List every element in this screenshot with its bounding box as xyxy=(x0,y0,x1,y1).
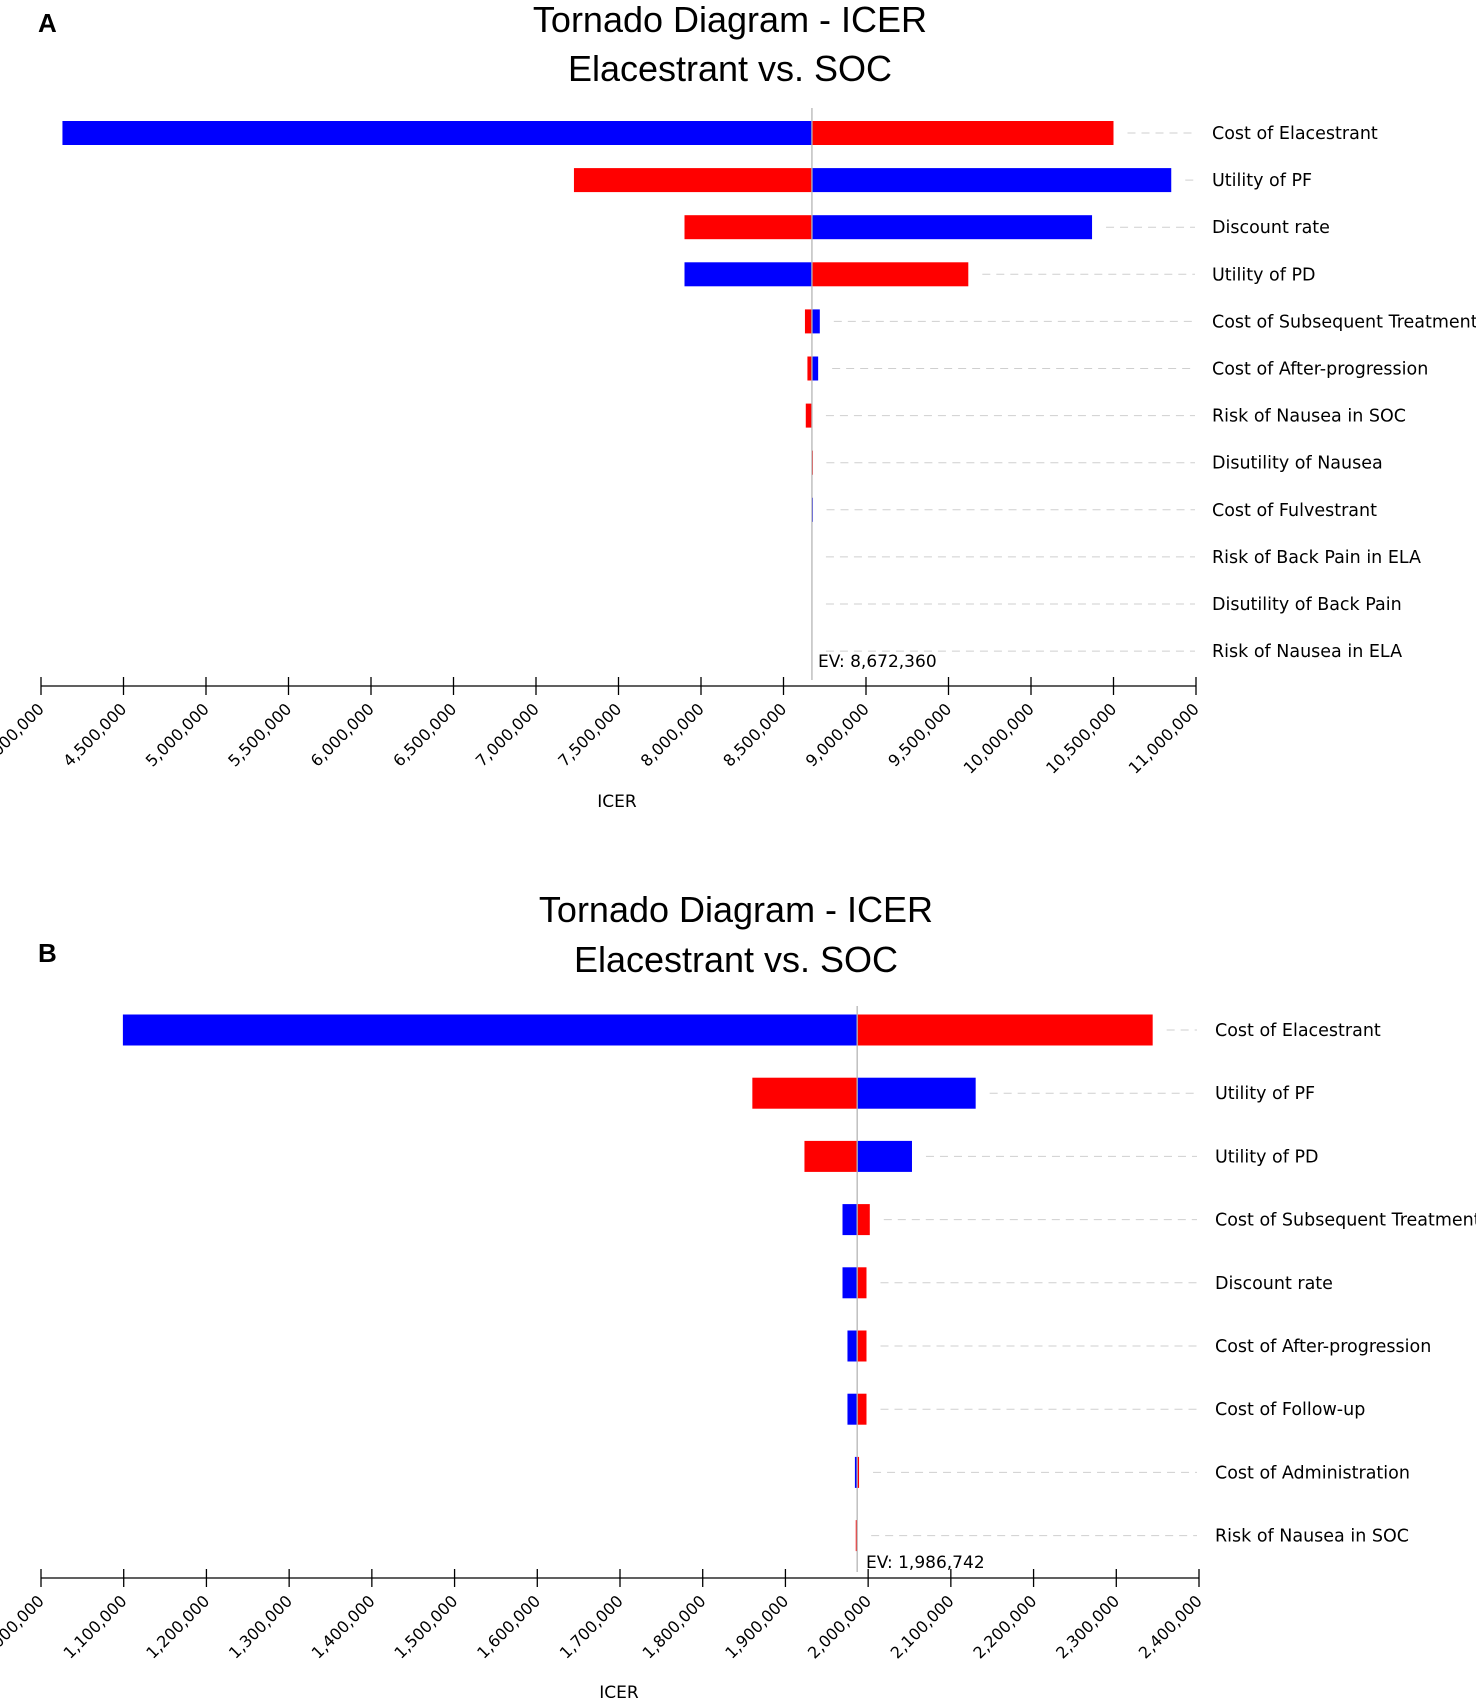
x-tick-label: 10,000,000 xyxy=(960,699,1038,777)
category-label: Cost of Subsequent Treatment xyxy=(1215,1211,1476,1231)
category-label: Cost of Elacestrant xyxy=(1212,124,1378,144)
x-tick-label: 1,800,000 xyxy=(639,1591,710,1662)
x-tick-label: 1,300,000 xyxy=(225,1591,296,1662)
category-label: Cost of After-progression xyxy=(1212,360,1428,380)
x-tick-label: 1,500,000 xyxy=(390,1591,461,1662)
bar-low-segment xyxy=(847,1393,858,1425)
category-label: Risk of Back Pain in ELA xyxy=(1212,548,1421,568)
bar-low-segment xyxy=(805,403,812,428)
bar-low-segment xyxy=(573,168,812,193)
bar-high-segment xyxy=(811,262,969,287)
category-label: Risk of Nausea in SOC xyxy=(1212,407,1406,427)
x-tick-label: 6,000,000 xyxy=(307,699,378,770)
x-tick-label: 7,000,000 xyxy=(472,699,543,770)
category-label: Disutility of Back Pain xyxy=(1212,595,1402,615)
x-tick-label: 2,300,000 xyxy=(1052,1591,1123,1662)
bar-low-segment xyxy=(807,356,812,381)
category-label: Cost of Fulvestrant xyxy=(1212,501,1377,521)
panel-b-title-line1: Tornado Diagram - ICER xyxy=(539,889,933,930)
category-label: Utility of PD xyxy=(1215,1147,1319,1167)
x-tick-label: 1,700,000 xyxy=(556,1591,627,1662)
panel-a-title-line2: Elacestrant vs. SOC xyxy=(568,48,892,89)
category-label: Cost of Administration xyxy=(1215,1463,1410,1483)
bar-low-segment xyxy=(842,1267,858,1299)
bar-high-segment xyxy=(811,121,1114,145)
bar-high-segment xyxy=(857,1077,976,1109)
x-tick-label: 2,000,000 xyxy=(804,1591,875,1662)
category-label: Risk of Nausea in SOC xyxy=(1215,1527,1409,1547)
x-tick-label: 1,200,000 xyxy=(142,1591,213,1662)
bar-high-segment xyxy=(857,1204,870,1236)
x-tick-label: 4,000,000 xyxy=(0,699,48,770)
x-tick-label: 6,500,000 xyxy=(389,699,460,770)
panel-a-letter: A xyxy=(38,8,57,38)
bar-low-segment xyxy=(62,121,812,145)
bar-high-segment xyxy=(811,309,820,334)
panel-a-x-axis-title: ICER xyxy=(597,792,637,812)
x-tick-label: 7,500,000 xyxy=(554,699,625,770)
x-tick-label: 9,500,000 xyxy=(884,699,955,770)
bar-low-segment xyxy=(804,1140,858,1172)
bar-high-segment xyxy=(857,1140,912,1172)
x-tick-label: 2,200,000 xyxy=(969,1591,1040,1662)
x-tick-label: 4,500,000 xyxy=(59,699,130,770)
bar-high-segment xyxy=(811,215,1093,240)
x-tick-label: 1,600,000 xyxy=(473,1591,544,1662)
category-label: Disutility of Nausea xyxy=(1212,454,1383,474)
panel-b-plot: Cost of Elacestrant Utility of PF Utility … xyxy=(0,1006,1476,1662)
category-label: Utility of PD xyxy=(1212,265,1316,285)
category-label: Utility of PF xyxy=(1215,1084,1315,1104)
bar-high-segment xyxy=(857,1393,867,1425)
category-label: Cost of Subsequent Treatment xyxy=(1212,312,1476,332)
category-label: Cost of Follow-up xyxy=(1215,1400,1365,1420)
category-label: Risk of Nausea in ELA xyxy=(1212,642,1402,662)
category-label: Cost of After-progression xyxy=(1215,1337,1431,1357)
x-tick-label: 11,000,000 xyxy=(1125,699,1203,777)
category-label: Discount rate xyxy=(1212,218,1330,238)
x-tick-label: 9,000,000 xyxy=(802,699,873,770)
panel-a-title-line1: Tornado Diagram - ICER xyxy=(533,0,927,40)
bar-high-segment xyxy=(811,168,1172,193)
bar-low-segment xyxy=(804,309,812,334)
bar-low-segment xyxy=(854,1456,858,1488)
x-tick-label: 2,100,000 xyxy=(887,1591,958,1662)
bar-low-segment xyxy=(855,1520,858,1552)
panel-a-plot: Cost of Elacestrant Utility of PF Discount… xyxy=(0,108,1476,778)
bar-high-segment xyxy=(857,1267,867,1299)
x-tick-label: 1,400,000 xyxy=(308,1591,379,1662)
bar-low-segment xyxy=(842,1204,858,1236)
panel-a-ev-label: EV: 8,672,360 xyxy=(818,652,937,672)
x-tick-label: 5,500,000 xyxy=(224,699,295,770)
panel-b-title-line2: Elacestrant vs. SOC xyxy=(574,939,898,980)
category-label: Utility of PF xyxy=(1212,171,1312,191)
x-tick-label: 10,500,000 xyxy=(1042,699,1120,777)
bar-low-segment xyxy=(752,1077,858,1109)
category-label: Discount rate xyxy=(1215,1274,1333,1294)
bar-low-segment xyxy=(684,262,812,287)
panel-b: B Tornado Diagram - ICER Elacestrant vs.… xyxy=(0,889,1476,1703)
panel-b-ev-label: EV: 1,986,742 xyxy=(866,1553,985,1573)
x-tick-label: 1,000,000 xyxy=(0,1591,48,1662)
bar-high-segment xyxy=(857,1330,867,1362)
panel-b-letter: B xyxy=(38,938,57,968)
bar-high-segment xyxy=(811,356,819,381)
x-tick-label: 1,100,000 xyxy=(60,1591,131,1662)
panel-b-x-axis-title: ICER xyxy=(599,1683,639,1703)
bar-low-segment xyxy=(122,1014,858,1046)
bar-low-segment xyxy=(847,1330,858,1362)
x-tick-label: 1,900,000 xyxy=(721,1591,792,1662)
bar-high-segment xyxy=(857,1456,860,1488)
x-tick-label: 2,400,000 xyxy=(1135,1591,1206,1662)
x-tick-label: 8,000,000 xyxy=(637,699,708,770)
category-label: Cost of Elacestrant xyxy=(1215,1021,1381,1041)
x-tick-label: 8,500,000 xyxy=(719,699,790,770)
panel-a: A Tornado Diagram - ICER Elacestrant vs.… xyxy=(0,0,1476,812)
bar-high-segment xyxy=(857,1014,1153,1046)
bar-low-segment xyxy=(684,215,812,240)
x-tick-label: 5,000,000 xyxy=(142,699,213,770)
